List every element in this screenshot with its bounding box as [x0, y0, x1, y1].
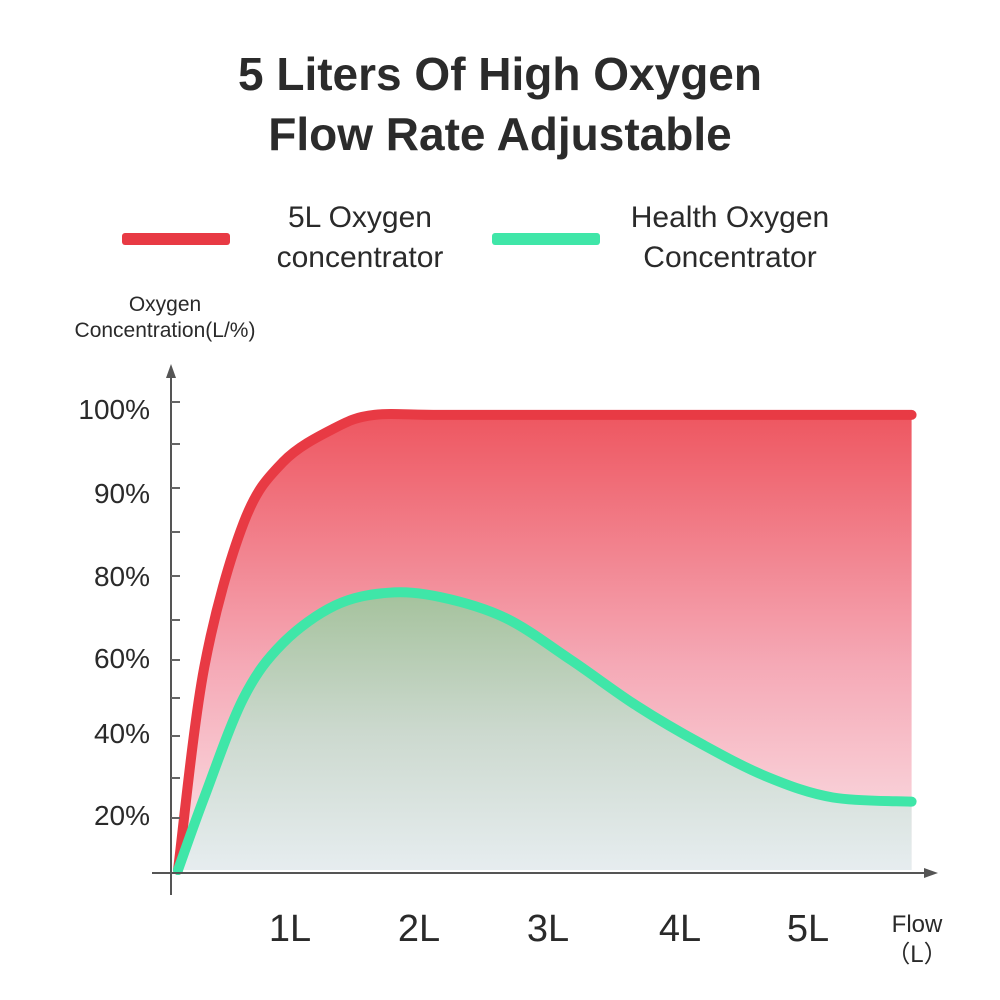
y-axis-label: Oxygen Concentration(L/%) — [50, 292, 280, 344]
series-line-health-concentrator — [173, 587, 917, 875]
legend-label-red: 5L Oxygen concentrator — [240, 198, 480, 278]
legend-label-red-line-2: concentrator — [276, 241, 444, 274]
x-axis-label-line-1: Flow — [891, 911, 943, 938]
x-tick-label: 5L — [786, 908, 830, 950]
y-tick-label: 40% — [93, 718, 150, 749]
y-axis-label-line-1: Oxygen — [128, 293, 202, 316]
legend-label-green: Health Oxygen Concentrator — [605, 198, 855, 278]
x-axis-label-line-2: （L） — [886, 941, 948, 968]
x-tick-label: 4L — [658, 908, 702, 950]
x-axis-label: Flow （L） — [877, 910, 957, 970]
x-tick-label: 1L — [268, 908, 312, 950]
legend-swatch-red — [122, 233, 230, 245]
legend-label-red-line-1: 5L Oxygen — [288, 201, 432, 234]
x-axis-arrow — [924, 868, 938, 878]
y-tick-label: 60% — [93, 643, 150, 674]
legend-swatch-green — [492, 233, 600, 245]
y-axis-label-line-2: Concentration(L/%) — [74, 319, 256, 342]
legend-label-green-line-1: Health Oxygen — [630, 201, 830, 234]
x-tick-label: 3L — [526, 908, 570, 950]
y-axis-arrow — [166, 364, 176, 378]
chart-title-line-1: 5 Liters Of High Oxygen — [238, 48, 762, 100]
series-area-health-concentrator — [178, 592, 912, 870]
legend-label-green-line-2: Concentrator — [643, 241, 817, 274]
chart-title-line-2: Flow Rate Adjustable — [268, 108, 732, 160]
y-tick-label: 80% — [93, 561, 150, 592]
y-tick-label: 20% — [93, 800, 150, 831]
x-tick-label: 2L — [397, 908, 441, 950]
y-tick-label: 100% — [78, 394, 150, 425]
series-line-5l-concentrator — [173, 408, 917, 875]
y-tick-label: 90% — [93, 478, 150, 509]
